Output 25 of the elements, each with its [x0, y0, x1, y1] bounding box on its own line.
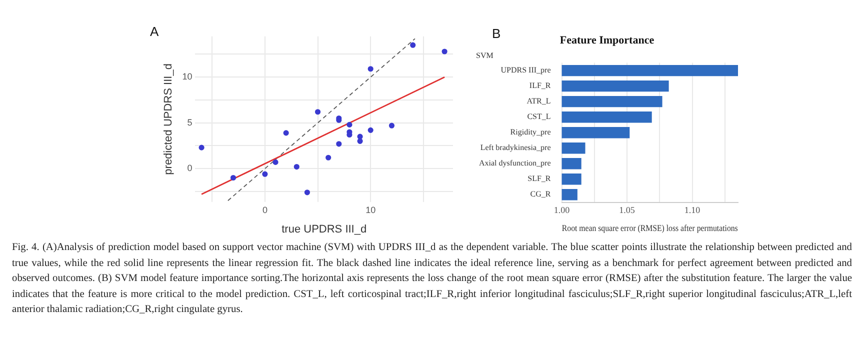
x-tick-label: 1.10: [684, 205, 701, 216]
text: SVM: [476, 51, 494, 60]
text: B: [492, 26, 501, 41]
y-axis-title: predicted UPDRS III_d: [162, 64, 175, 175]
x-tick-label: 10: [366, 204, 376, 215]
x-axis-title: Root mean square error (RMSE) loss after permutations: [562, 222, 738, 234]
y-tick-label: UPDRS III_pre: [500, 66, 552, 75]
text: A: [150, 24, 159, 39]
y-tick-label: ATR_L: [526, 96, 551, 106]
y-tick-label: 0: [187, 163, 192, 174]
x-tick-label: 1.05: [619, 205, 636, 216]
y-tick-label: Axial dysfunction_pre: [478, 158, 552, 168]
y-tick-label: Rigidity_pre: [510, 128, 552, 137]
x-tick-label: 0: [262, 204, 268, 215]
y-tick-label: ILF_R: [529, 81, 552, 90]
y-tick-label: Left bradykinesia_pre: [480, 143, 552, 152]
chart-title: Feature Importance: [560, 34, 654, 46]
y-tick-label: CST_L: [527, 112, 551, 122]
x-axis-title: true UPDRS III_d: [282, 223, 367, 236]
y-tick-label: CG_R: [530, 190, 552, 199]
y-tick-label: 10: [182, 72, 192, 82]
x-tick-label: 1.00: [554, 205, 570, 216]
y-tick-label: SLF_R: [528, 174, 552, 184]
caption: Fig. 4. (A)Analysis of prediction model based on support vector machine (SVM) with UPDRS III_d as the dependent variable. The blue scatter points illustrate the relationship between predicted and true values, while the red solid line represents the linear regression fit. The black dashed line indicates the ideal reference line, serving as a benchmark for perfect agreement between predicted and observed outcomes. (B) SVM model feature importance sorting.The horizontal axis represents the loss change of the root mean square error (RMSE) after the substitution feature. The larger the value indicates that the feature is more critical to the model prediction. CST_L, left corticospinal tract;ILF_R,right inferior longitudinal fasciculus;SLF_R,right superior longitudinal fasciculus;ATR_L,left anterior thalamic radiation;CG_R,right cingulate gyrus.: [12, 241, 852, 317]
y-tick-label: 5: [187, 117, 192, 128]
